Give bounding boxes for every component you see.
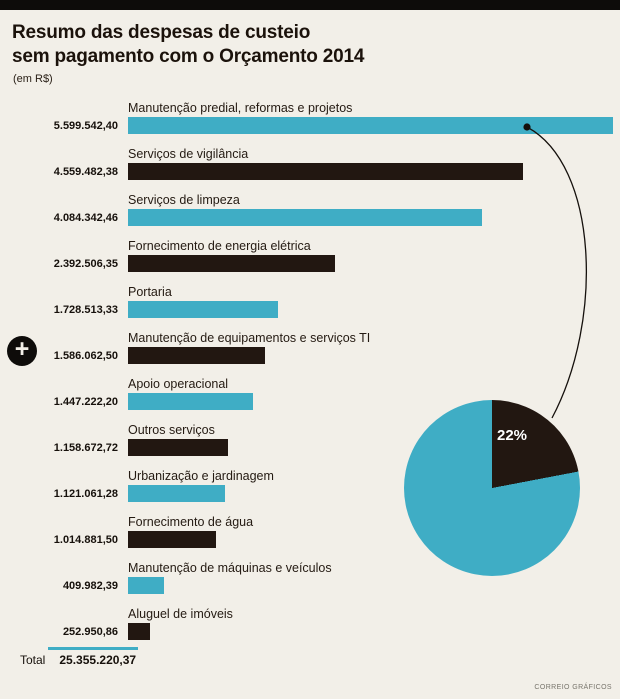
bar [128,209,482,226]
bar-label: Manutenção predial, reformas e projetos [128,101,353,115]
bar-value: 1.014.881,50 [53,534,118,546]
bar-label: Fornecimento de energia elétrica [128,239,311,253]
bar-value: 1.121.061,28 [53,488,118,500]
bar-row: 5.599.542,40 Manutenção predial, reformas… [0,100,620,146]
title-line-2: sem pagamento com o Orçamento 2014 [12,46,365,67]
bar-row: 2.392.506,35 Fornecimento de energia elét… [0,238,620,284]
bar-value: 1.728.513,33 [53,304,118,316]
bar-label: Fornecimento de água [128,515,254,529]
bar [128,347,266,364]
bar-row: 1.158.672,72 Outros serviços [0,422,620,468]
total-separator-line [48,647,138,650]
title-line-1: Resumo das despesas de custeio [12,22,311,43]
bar-value: 1.586.062,50 [53,350,118,362]
expand-plus-button[interactable]: + [7,336,37,366]
bar-row: 1.014.881,50 Fornecimento de água [0,514,620,560]
bar-label: Apoio operacional [128,377,229,391]
bar-label: Outros serviços [128,423,215,437]
bar-label: Manutenção de máquinas e veículos [128,561,332,575]
bar-value: 2.392.506,35 [53,258,118,270]
bar-label: Serviços de vigilância [128,147,249,161]
bar-value: 1.158.672,72 [53,442,118,454]
top-bar [0,0,620,10]
unit-label: (em R$) [13,73,53,85]
bar-row: 1.728.513,33 Portaria [0,284,620,330]
total-row: Total 25.355.220,37 [20,653,136,667]
bar-row: 252.950,86 Aluguel de imóveis [0,606,620,652]
bar-value: 5.599.542,40 [53,120,118,132]
bar-value: 4.559.482,38 [53,166,118,178]
bar-label: Serviços de limpeza [128,193,240,207]
bar-label: Urbanização e jardinagem [128,469,274,483]
bar [128,393,254,410]
bar-rows: 5.599.542,40 Manutenção predial, reformas… [0,100,620,652]
bar-value: 4.084.342,46 [53,212,118,224]
credit-label: CORREIO GRÁFICOS [534,684,612,691]
bar-row: 1.447.222,20 Apoio operacional [0,376,620,422]
bar [128,439,229,456]
bar-value: 409.982,39 [62,580,118,592]
bar-row: 409.982,39 Manutenção de máquinas e veícu… [0,560,620,606]
bar [128,163,523,180]
page-title: Resumo das despesas de custeio sem pagam… [12,21,364,69]
bar-row: 1.121.061,28 Urbanização e jardinagem [0,468,620,514]
total-value: 25.355.220,37 [59,653,137,667]
bar-label: Manutenção de equipamentos e serviços TI [128,331,371,345]
bar-value: 1.447.222,20 [53,396,118,408]
bar [128,485,226,502]
total-label: Total [20,653,46,667]
bar-row: 4.559.482,38 Serviços de vigilância [0,146,620,192]
bar [128,623,150,640]
bar [128,117,613,134]
pie-percent-label: 22% [497,427,528,444]
bar [128,531,216,548]
bar-label: Aluguel de imóveis [128,607,233,621]
bar [128,577,164,594]
bar-value: 252.950,86 [62,626,118,638]
bar-label: Portaria [128,285,172,299]
bar-row: 1.586.062,50 Manutenção de equipamentos e… [0,330,620,376]
pie-chart [404,400,580,576]
bar-row: 4.084.342,46 Serviços de limpeza [0,192,620,238]
bar [128,255,336,272]
bar [128,301,278,318]
